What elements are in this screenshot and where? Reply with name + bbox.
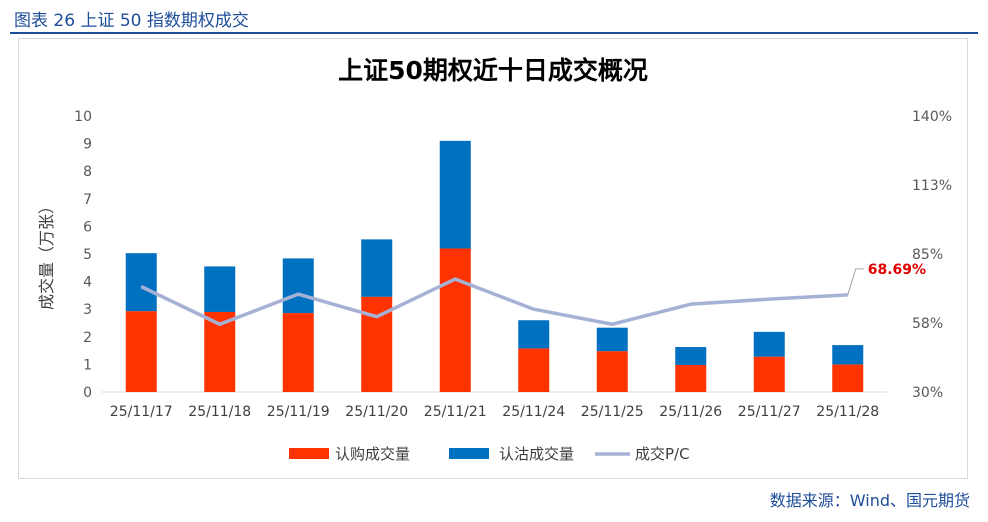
- y-tick-label: 5: [83, 247, 92, 263]
- y-tick-label: 2: [83, 330, 92, 346]
- annotation-leader: [847, 268, 864, 296]
- x-tick-label: 25/11/19: [267, 404, 330, 420]
- x-tick-label: 25/11/26: [659, 404, 722, 420]
- y-tick-label: 6: [83, 219, 92, 235]
- x-tick-label: 25/11/20: [345, 404, 408, 420]
- y-tick-label: 4: [83, 275, 92, 291]
- pc-point: [690, 303, 692, 305]
- pc-point: [768, 298, 770, 300]
- bar-call: [596, 351, 628, 392]
- x-tick-label: 25/11/24: [502, 404, 565, 420]
- x-tick-label: 25/11/28: [816, 404, 879, 420]
- pc-point: [533, 308, 535, 310]
- source-note: 数据来源：Wind、国元期货: [769, 491, 970, 510]
- legend-swatch-put: [449, 448, 489, 459]
- y2-tick-label: 113%: [912, 178, 952, 194]
- y2-tick-label: 58%: [912, 316, 943, 332]
- y-tick-label: 3: [83, 302, 92, 318]
- pc-point: [297, 293, 299, 295]
- x-tick-label: 25/11/25: [581, 404, 644, 420]
- y-tick-label: 10: [74, 109, 92, 125]
- annotation-label: 68.69%: [868, 262, 926, 278]
- bar-put: [832, 345, 864, 365]
- chart-frame: 上证50期权近十日成交概况 0 1 2 3 4 5 6 7 8 9 10 30% 58% 85% 113% 1…: [18, 38, 968, 479]
- bar-call: [439, 248, 471, 392]
- y-tick-label: 8: [83, 164, 92, 180]
- figure-caption: 图表 26 上证 50 指数期权成交: [14, 11, 249, 31]
- figure-header: 图表 26 上证 50 指数期权成交: [0, 0, 988, 36]
- pc-point: [376, 316, 378, 318]
- bar-call: [125, 311, 157, 392]
- pc-point: [611, 323, 613, 325]
- pc-line: [140, 277, 848, 327]
- caption-rule: [10, 32, 978, 34]
- chart-title: 上证50期权近十日成交概况: [338, 56, 648, 85]
- bar-put: [596, 327, 628, 352]
- bar-put: [753, 331, 785, 357]
- plot-area: 0 1 2 3 4 5 6 7 8 9 10 30% 58% 85% 113% 140% 成交量（万张） 25/1…: [37, 109, 952, 463]
- bar-put: [518, 320, 550, 349]
- x-tick-label: 25/11/21: [424, 404, 487, 420]
- y2-tick-label: 30%: [912, 385, 943, 401]
- y-tick-label: 7: [83, 192, 92, 208]
- y-tick-label: 1: [83, 357, 92, 373]
- x-tick-label: 25/11/27: [738, 404, 801, 420]
- y2-tick-label: 85%: [912, 247, 943, 263]
- pc-point: [140, 286, 142, 288]
- bar-call: [518, 348, 550, 392]
- bar-put: [282, 258, 314, 314]
- bar-call: [282, 313, 314, 392]
- x-tick-label: 25/11/17: [110, 404, 173, 420]
- y-tick-label: 0: [83, 385, 92, 401]
- bar-put: [439, 140, 471, 249]
- legend-label-pc: 成交P/C: [635, 445, 690, 463]
- y-tick-label: 9: [83, 137, 92, 153]
- bar-put: [125, 253, 157, 312]
- y2-tick-label: 140%: [912, 109, 952, 125]
- y-axis-label: 成交量（万张）: [37, 198, 56, 310]
- legend-label-call: 认购成交量: [335, 445, 410, 463]
- bar-put: [675, 347, 707, 365]
- chart: 上证50期权近十日成交概况 0 1 2 3 4 5 6 7 8 9 10 30% 58% 85% 113% 1…: [37, 56, 952, 463]
- pc-point: [454, 278, 456, 280]
- x-tick-label: 25/11/18: [188, 404, 251, 420]
- legend-label-put: 认沽成交量: [499, 445, 574, 463]
- pc-point: [219, 323, 221, 325]
- bar-call: [675, 364, 707, 392]
- bar-put: [361, 239, 393, 297]
- legend-swatch-call: [289, 448, 329, 459]
- bar-put: [204, 266, 236, 312]
- bar-call: [832, 364, 864, 392]
- bar-call: [753, 356, 785, 392]
